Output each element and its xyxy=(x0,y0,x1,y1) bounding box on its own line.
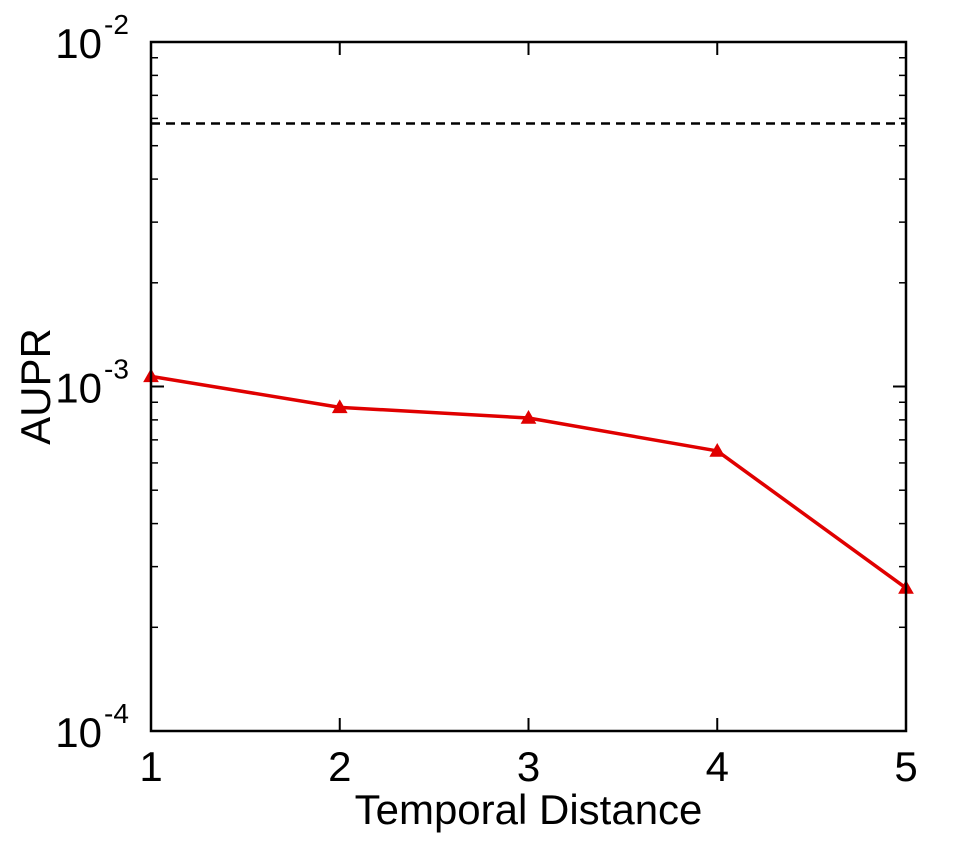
series-lines xyxy=(150,374,908,590)
data-point-marker xyxy=(331,399,348,414)
x-tick-label: 5 xyxy=(894,743,917,790)
x-tick-label: 3 xyxy=(517,743,540,790)
y-tick-label-base: 10 xyxy=(55,365,102,412)
y-tick-labels: 10-410-310-2 xyxy=(55,9,129,756)
y-tick-label-exponent: -4 xyxy=(104,698,129,729)
y-axis-label: AUPR xyxy=(12,328,59,445)
y-tick-label: 10 -4 xyxy=(55,698,129,756)
minor-tick-marks xyxy=(151,57,906,629)
x-tick-label: 1 xyxy=(139,743,162,790)
x-tick-label: 2 xyxy=(328,743,351,790)
series-markers xyxy=(143,368,914,594)
x-tick-label: 4 xyxy=(706,743,729,790)
data-point-marker xyxy=(709,442,726,457)
y-tick-label-base: 10 xyxy=(55,709,102,756)
y-tick-label: 10 -3 xyxy=(55,354,129,412)
major-tick-marks xyxy=(150,41,907,732)
data-point-marker xyxy=(520,410,537,424)
y-tick-label-base: 10 xyxy=(55,20,102,67)
x-axis-label: Temporal Distance xyxy=(355,786,703,833)
y-tick-label-exponent: -3 xyxy=(104,354,129,385)
plot-frame xyxy=(149,40,908,733)
y-tick-label-exponent: -2 xyxy=(104,9,129,40)
y-tick-label: 10 -2 xyxy=(55,9,129,67)
x-tick-labels: 1 2 3 4 5 xyxy=(139,743,917,790)
series-line xyxy=(150,374,908,590)
